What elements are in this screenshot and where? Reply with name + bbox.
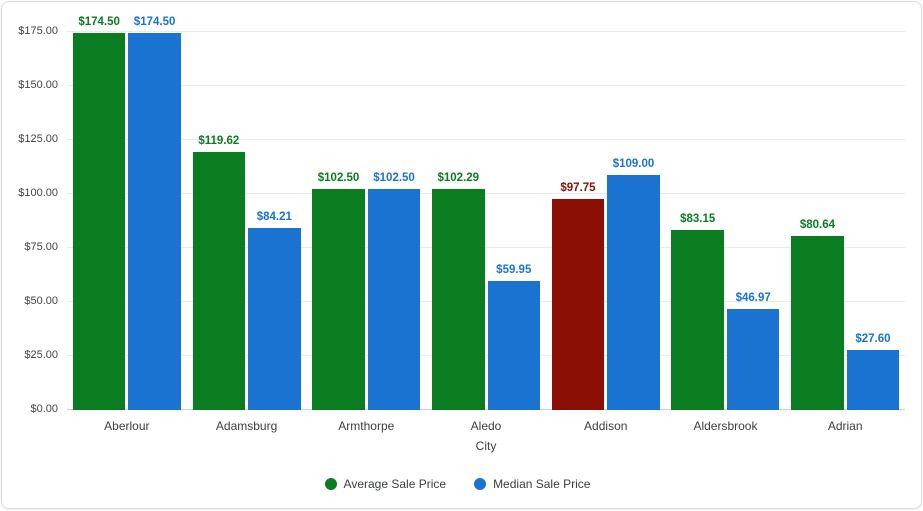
bar-value-label: $174.50 <box>78 16 120 29</box>
bar-average-adrian[interactable]: $80.64 <box>791 219 844 410</box>
bar-value-label: $102.50 <box>373 171 415 184</box>
bar-value-label: $83.15 <box>680 213 716 226</box>
legend-item-average-sale-price[interactable]: Average Sale Price <box>324 477 447 491</box>
bar-average-aberlour[interactable]: $174.50 <box>72 16 126 410</box>
bar-value-label: $119.62 <box>198 134 240 147</box>
bar-value-label: $97.75 <box>560 181 596 194</box>
bar-average-armthorpe[interactable]: $102.50 <box>312 172 365 410</box>
x-category-label-aledo: Aledo <box>470 419 502 433</box>
x-category-label-adrian: Adrian <box>827 419 863 433</box>
bar-median-armthorpe[interactable]: $102.50 <box>367 172 421 410</box>
x-category-label-aldersbrook: Aldersbrook <box>693 419 758 433</box>
bar-group-adamsburg: $119.62 $84.21 <box>187 32 307 410</box>
bar-groups: $174.50 $174.50 $119.62 $84.21 $102.50 $102.5… <box>67 16 905 410</box>
gridline: $75.00 <box>24 241 905 253</box>
legend-item-median-sale-price[interactable]: Median Sale Price <box>474 477 590 491</box>
bar-average-addison[interactable]: $97.75 <box>551 182 605 410</box>
bar-value-label: $46.97 <box>735 291 771 304</box>
gridline: $25.00 <box>24 349 905 361</box>
y-tick-label: $0.00 <box>30 403 58 415</box>
gridline: $125.00 <box>18 133 905 145</box>
bar-value-label: $84.21 <box>256 211 292 224</box>
bar-group-aberlour: $174.50 $174.50 <box>67 16 187 410</box>
y-tick-label: $150.00 <box>18 79 58 91</box>
bar-average-aldersbrook[interactable]: $83.15 <box>671 213 724 410</box>
x-category-label-armthorpe: Armthorpe <box>338 419 395 433</box>
bar-median-addison[interactable]: $109.00 <box>607 158 660 410</box>
bar-group-addison: $97.75 $109.00 <box>546 32 666 410</box>
bar-group-adrian: $80.64 $27.60 <box>785 32 905 410</box>
gridline: $100.00 <box>18 187 905 199</box>
chart-legend: Average Sale Price Median Sale Price <box>2 453 913 491</box>
legend-swatch-icon <box>474 478 487 490</box>
legend-label: Average Sale Price <box>343 477 447 491</box>
bar-median-adamsburg[interactable]: $84.21 <box>248 211 301 410</box>
bar-value-label: $102.50 <box>317 171 360 184</box>
y-tick-label: $125.00 <box>18 133 58 145</box>
gridline: $150.00 <box>18 79 905 91</box>
bar-median-aberlour[interactable]: $174.50 <box>128 16 181 410</box>
legend-label: Median Sale Price <box>493 477 591 491</box>
bar-median-aledo[interactable]: $59.95 <box>487 264 541 410</box>
bar-value-label: $27.60 <box>855 333 891 346</box>
bar-average-adamsburg[interactable]: $119.62 <box>192 135 246 410</box>
x-category-label-addison: Addison <box>584 419 628 433</box>
bar-median-aldersbrook[interactable]: $46.97 <box>726 292 780 410</box>
x-category-label-adamsburg: Adamsburg <box>215 419 278 433</box>
y-tick-label: $50.00 <box>24 295 58 307</box>
bar-group-aledo: $102.29 $59.95 <box>426 32 546 410</box>
bar-value-label: $109.00 <box>612 157 655 170</box>
bar-group-aldersbrook: $83.15 $46.97 <box>666 32 786 410</box>
y-tick-label: $75.00 <box>24 241 58 253</box>
legend-swatch-icon <box>324 478 337 490</box>
bar-value-label: $80.64 <box>799 218 836 231</box>
gridline: $175.00 <box>18 25 905 37</box>
x-axis-labels: Aberlour Adamsburg Armthorpe Aledo Addison Al… <box>67 410 905 433</box>
gridline: $0.00 <box>30 403 905 415</box>
bar-value-label: $174.50 <box>133 16 176 29</box>
bar-value-label: $59.95 <box>496 263 532 276</box>
bar-average-aledo[interactable]: $102.29 <box>432 172 485 410</box>
bar-chart: $0.00 $25.00 $50.00 $75.00 $100.00 $125.00 $15… <box>2 2 921 491</box>
gridline: $50.00 <box>24 295 905 307</box>
x-axis-title: City <box>475 439 497 453</box>
y-tick-label: $25.00 <box>24 349 58 361</box>
bar-group-armthorpe: $102.50 $102.50 <box>306 32 426 410</box>
y-tick-label: $175.00 <box>18 25 58 37</box>
plot-area: $0.00 $25.00 $50.00 $75.00 $100.00 $125.00 $15… <box>18 16 905 415</box>
bar-median-adrian[interactable]: $27.60 <box>846 333 900 410</box>
x-category-label-aberlour: Aberlour <box>104 419 150 433</box>
y-tick-label: $100.00 <box>18 187 58 199</box>
bar-value-label: $102.29 <box>437 172 480 185</box>
